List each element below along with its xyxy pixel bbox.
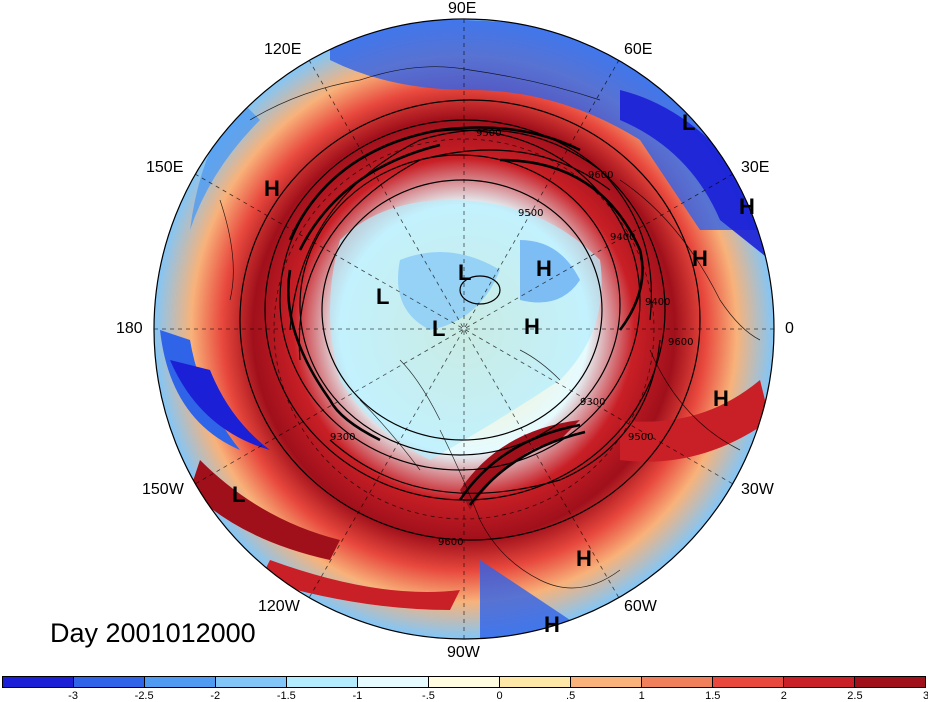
anomaly-field [154,19,774,639]
colorbar-swatch [216,677,287,687]
coastlines [219,66,761,589]
contour-label: 9600 [438,537,463,548]
pressure-center-marker: L [458,260,472,285]
colorbar-swatch [429,677,500,687]
colorbar-swatch [784,677,855,687]
contour-label: 9500 [628,432,653,443]
colorbar-tick-label: 2.5 [847,690,863,702]
map-title: Day 2001012000 [50,618,256,648]
colorbar-swatch [500,677,571,687]
colorbar-tick-label: 3 [922,690,928,702]
pressure-center-marker: H [576,546,592,571]
colorbar-tick-label: 2 [780,690,787,702]
colorbar-tick-label: -.5 [422,690,435,702]
lon-label-30w: 30W [741,481,774,498]
pressure-center-marker: H [544,612,560,637]
colorbar-swatch [571,677,642,687]
colorbar-swatch [855,677,925,687]
colorbar-tick-label: .5 [566,690,576,702]
pressure-center-marker: H [536,256,552,281]
colorbar-swatch [74,677,145,687]
lon-label-60e: 60E [624,41,653,58]
colorbar [2,676,926,688]
height-contours [239,99,701,541]
colorbar-swatch [145,677,216,687]
colorbar-swatch [713,677,784,687]
colorbar-swatch [358,677,429,687]
contour-label: 9300 [580,397,605,408]
contour-label-group: 9500 9600 9400 9300 9500 9600 9500 9400 … [330,128,693,548]
polar-stereographic-map: 9500 9600 9400 9300 9500 9600 9500 9400 … [153,18,775,640]
colorbar-swatch [642,677,713,687]
contour-label: 9600 [588,170,613,181]
colorbar-tick-label: -2 [210,690,221,702]
lon-label-60w: 60W [624,598,657,615]
lon-label-120e: 120E [264,41,302,58]
pressure-center-marker: H [739,194,755,219]
contour-label: 9600 [668,337,693,348]
contour-label: 9500 [476,128,501,139]
contour-label: 9400 [610,232,635,243]
pressure-center-marker: H [524,314,540,339]
pressure-center-marker: L [432,316,446,341]
pressure-center-marker: H [692,246,708,271]
lon-label-90e: 90E [448,0,477,17]
lon-label-150w: 150W [142,481,184,498]
pressure-center-marker: H [713,386,729,411]
colorbar-tick-label: -2.5 [134,690,154,702]
pressure-center-marker: H [264,176,280,201]
colorbar-tick-label: -3 [68,690,78,702]
colorbar-tick-label: 0 [496,690,503,702]
jet-contours [287,126,644,506]
lon-label-150e: 150E [146,159,184,176]
graticule [154,19,774,639]
lon-label-120w: 120W [258,598,300,615]
colorbar-swatch [3,677,74,687]
pressure-center-marker: L [376,284,390,309]
colorbar-swatch [287,677,358,687]
pressure-center-marker: L [682,110,696,135]
lon-label-30e: 30E [741,159,770,176]
contour-label: 9500 [518,208,543,219]
colorbar-tick-label: 1.5 [705,690,721,702]
map-boundary [153,18,775,640]
colorbar-tick-label: -1.5 [276,690,296,702]
lon-label-180: 180 [116,320,143,337]
pressure-center-marker: L [232,482,246,507]
lon-label-90w: 90W [447,644,480,661]
contour-label: 9300 [330,432,355,443]
colorbar-tick-label: 1 [638,690,645,702]
contour-label: 9400 [645,297,670,308]
colorbar-tick-label: -1 [352,690,363,702]
lon-label-0: 0 [785,320,794,337]
